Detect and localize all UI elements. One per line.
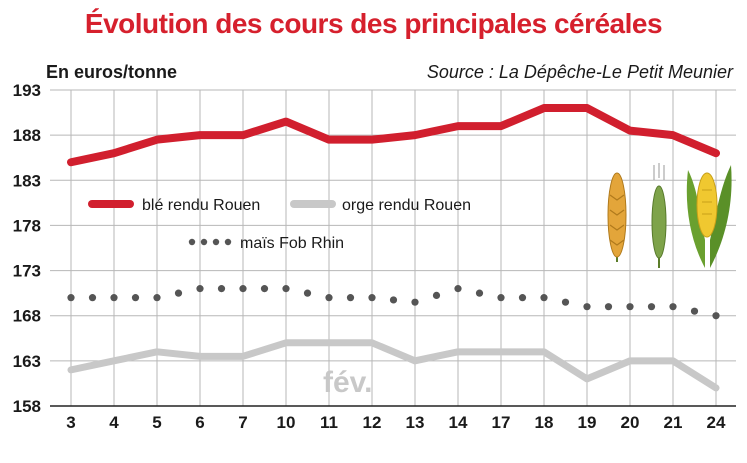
series-point-mais-mid — [260, 285, 269, 293]
legend-label-ble: blé rendu Rouen — [142, 197, 260, 214]
x-tick-label: 18 — [535, 413, 554, 432]
y-tick-label: 173 — [13, 262, 41, 281]
y-tick-label: 188 — [13, 126, 41, 145]
series-point-mais-mid — [432, 291, 441, 299]
legend: blé rendu Rouen orge rendu Rouen maïs Fo… — [88, 197, 471, 252]
series-point-mais-mid — [389, 296, 398, 304]
series-point-mais — [540, 294, 548, 302]
series-point-mais-mid — [561, 298, 570, 306]
series-group — [67, 104, 720, 392]
y-tick-label: 163 — [13, 352, 41, 371]
x-tick-label: 19 — [578, 413, 597, 432]
series-point-mais — [196, 285, 204, 293]
series-point-mais — [67, 294, 75, 302]
series-point-mais — [454, 285, 462, 293]
x-tick-label: 12 — [363, 413, 382, 432]
series-point-mais — [669, 303, 677, 311]
barley-ear-icon — [651, 163, 667, 268]
x-tick-label: 20 — [621, 413, 640, 432]
series-point-mais-mid — [647, 303, 656, 311]
series-point-mais-mid — [475, 289, 484, 297]
x-tick-label: 6 — [195, 413, 204, 432]
series-point-mais — [368, 294, 376, 302]
series-line-orge — [67, 339, 720, 392]
series-point-mais — [153, 294, 161, 302]
x-tick-label: 11 — [320, 413, 338, 432]
x-tick-label: 21 — [664, 413, 683, 432]
series-point-mais — [712, 312, 720, 320]
series-point-mais — [583, 303, 591, 311]
y-tick-label: 158 — [13, 397, 41, 416]
legend-swatch-mais — [188, 238, 232, 246]
series-line-ble — [67, 104, 720, 167]
series-point-mais-mid — [604, 303, 613, 311]
series-point-mais-mid — [131, 294, 140, 302]
series-point-mais — [110, 294, 118, 302]
y-axis-ticks: 193 188 183 178 173 168 163 158 — [13, 81, 41, 416]
source-label: Source : La Dépêche-Le Petit Meunier — [426, 62, 733, 82]
series-point-mais-mid — [346, 294, 355, 302]
series-point-mais-mid — [88, 294, 97, 302]
month-annotation: fév. — [323, 366, 372, 399]
series-point-mais — [497, 294, 505, 302]
x-tick-label: 14 — [449, 413, 468, 432]
x-tick-label: 13 — [406, 413, 425, 432]
series-point-mais — [411, 298, 419, 306]
wheat-ear-icon — [607, 172, 627, 262]
series-point-mais-mid — [303, 289, 312, 297]
x-tick-label: 3 — [66, 413, 75, 432]
series-point-mais — [626, 303, 634, 311]
y-tick-label: 178 — [13, 216, 41, 235]
y-axis-unit-label: En euros/tonne — [46, 62, 178, 82]
series-point-mais-mid — [690, 307, 699, 315]
legend-label-orge: orge rendu Rouen — [342, 197, 471, 214]
y-tick-label: 168 — [13, 307, 41, 326]
x-tick-label: 24 — [707, 413, 726, 432]
series-point-mais-mid — [518, 294, 527, 302]
cereal-illustration — [607, 163, 732, 268]
series-point-mais-mid — [174, 289, 183, 297]
y-tick-label: 193 — [13, 81, 41, 100]
x-tick-label: 7 — [238, 413, 247, 432]
x-tick-label: 4 — [109, 413, 119, 432]
x-tick-label: 5 — [152, 413, 161, 432]
series-point-mais — [239, 285, 247, 293]
series-point-mais — [282, 285, 290, 293]
y-tick-label: 183 — [13, 171, 41, 190]
chart-title: Évolution des cours des principales céré… — [84, 8, 663, 39]
legend-label-mais: maïs Fob Rhin — [240, 235, 344, 252]
corn-cob-icon — [686, 165, 732, 268]
series-point-mais-mid — [217, 285, 226, 293]
x-tick-label: 10 — [277, 413, 296, 432]
x-axis-ticks: 3 4 5 6 7 10 11 12 13 14 17 18 19 20 21 24 — [66, 413, 726, 432]
x-tick-label: 17 — [492, 413, 511, 432]
series-point-mais — [325, 294, 333, 302]
